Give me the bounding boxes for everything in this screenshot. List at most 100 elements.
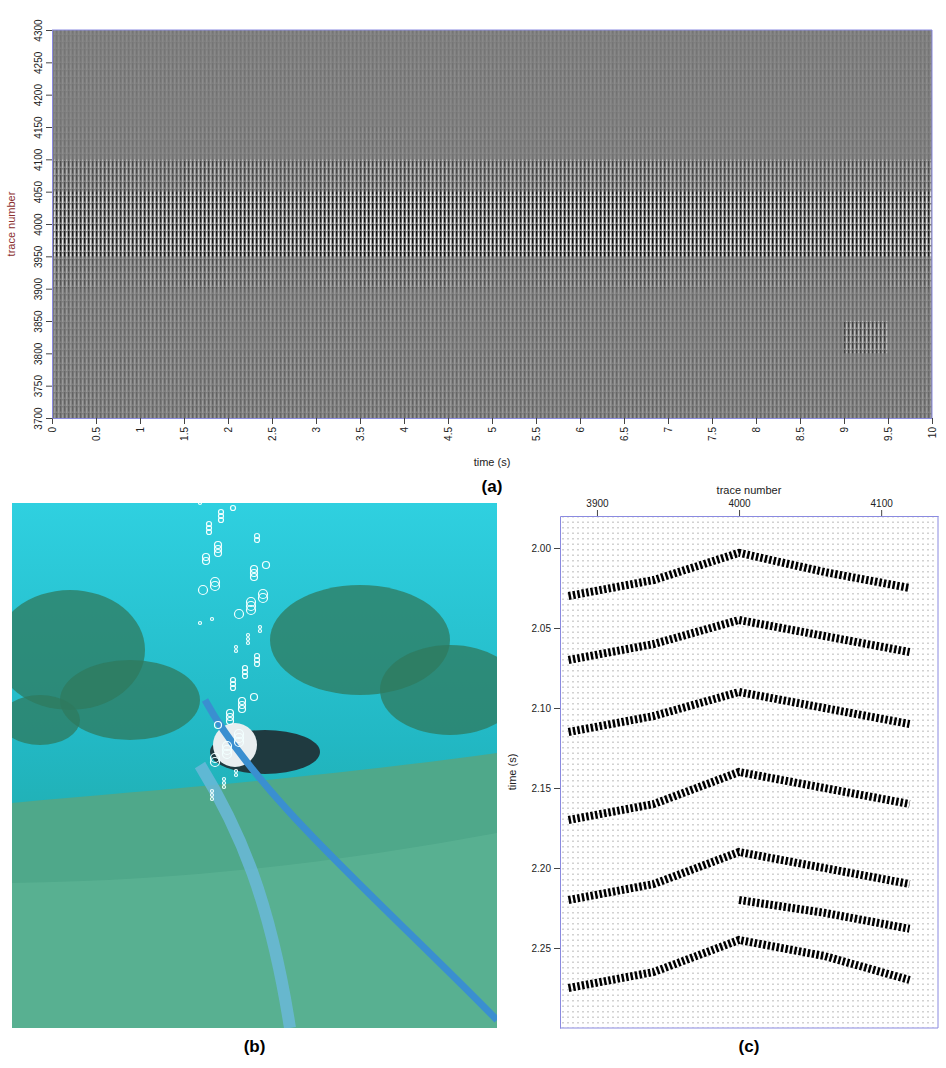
tick: 9 — [839, 418, 850, 433]
x-axis-a: 00.511.522.533.544.555.566.577.588.599.5… — [47, 418, 938, 441]
cell — [52, 192, 96, 224]
cell — [492, 224, 536, 256]
tick: 4300 — [33, 19, 52, 42]
trace-texture — [833, 516, 834, 1028]
trace-texture — [823, 516, 824, 1028]
cell — [360, 62, 404, 94]
water — [12, 503, 497, 1028]
cell — [184, 353, 228, 385]
bubble — [219, 510, 224, 515]
trace-texture — [788, 516, 789, 1028]
cell — [448, 192, 492, 224]
axis-title: time (s) — [474, 456, 511, 468]
cell — [404, 192, 448, 224]
cell — [316, 353, 360, 385]
cell — [228, 353, 272, 385]
cell — [756, 62, 800, 94]
cell — [624, 321, 668, 353]
cell — [52, 127, 96, 159]
cell — [888, 289, 932, 321]
cell — [96, 62, 140, 94]
trace-texture — [653, 516, 654, 1028]
tick-label: 2.25 — [532, 943, 552, 954]
cell — [360, 95, 404, 127]
cell — [448, 256, 492, 288]
cell — [844, 256, 888, 288]
tick-mark — [624, 418, 625, 424]
tick-mark — [597, 510, 598, 516]
trace-texture — [563, 516, 564, 1028]
cell — [712, 289, 756, 321]
cell — [316, 224, 360, 256]
tick-label: 4000 — [728, 498, 751, 509]
cell — [360, 30, 404, 62]
bubble — [211, 794, 214, 797]
cell — [492, 192, 536, 224]
event — [569, 772, 910, 820]
axis-title: trace number — [5, 191, 17, 256]
cell — [52, 95, 96, 127]
cell — [448, 127, 492, 159]
tick-label: 2 — [223, 427, 234, 433]
cell — [844, 127, 888, 159]
cell — [800, 256, 844, 288]
tick-label: 4300 — [33, 19, 44, 42]
bubble — [235, 770, 238, 773]
trace-texture — [923, 516, 924, 1028]
cell — [536, 289, 580, 321]
trace-texture — [658, 516, 659, 1028]
tick: 4250 — [33, 51, 52, 74]
tick: 1 — [135, 418, 146, 433]
cell — [668, 192, 712, 224]
tick-mark — [668, 418, 669, 424]
cell — [712, 386, 756, 418]
panel-label: (b) — [244, 1037, 266, 1056]
cell — [316, 289, 360, 321]
cell — [96, 289, 140, 321]
tick-label: 8 — [751, 427, 762, 433]
cell — [404, 62, 448, 94]
axis-line — [561, 516, 939, 517]
cell — [272, 224, 316, 256]
cell — [536, 159, 580, 191]
tick-mark — [448, 418, 449, 424]
cell — [844, 192, 888, 224]
trace-texture — [623, 516, 624, 1028]
cell — [712, 321, 756, 353]
trace-texture — [758, 516, 759, 1028]
tick-mark — [46, 256, 52, 257]
cell — [624, 386, 668, 418]
tick: 2.5 — [267, 418, 278, 441]
tick-mark — [536, 418, 537, 424]
tick: 6 — [575, 418, 586, 433]
cell — [668, 62, 712, 94]
cell — [668, 159, 712, 191]
bubble — [211, 578, 220, 587]
cell — [580, 353, 624, 385]
cell — [52, 289, 96, 321]
tick-mark — [46, 418, 52, 419]
cell — [756, 321, 800, 353]
cell — [756, 95, 800, 127]
cell — [492, 256, 536, 288]
cell — [668, 321, 712, 353]
tick-label: 4 — [399, 427, 410, 433]
tick-mark — [739, 510, 740, 516]
trace-texture — [768, 516, 769, 1028]
trace-texture — [633, 516, 634, 1028]
trace-texture — [603, 516, 604, 1028]
cell — [52, 30, 96, 62]
tick: 0 — [47, 418, 58, 433]
cell — [360, 353, 404, 385]
tick-label: 4100 — [871, 498, 894, 509]
cell — [844, 30, 888, 62]
bubble — [211, 618, 214, 621]
tick: 2.15 — [532, 783, 560, 794]
tick-mark — [800, 418, 801, 424]
bubble — [231, 506, 236, 511]
trace-texture — [873, 516, 874, 1028]
cell — [228, 30, 272, 62]
cell — [536, 224, 580, 256]
cell — [52, 224, 96, 256]
tick: 1.5 — [179, 418, 190, 441]
